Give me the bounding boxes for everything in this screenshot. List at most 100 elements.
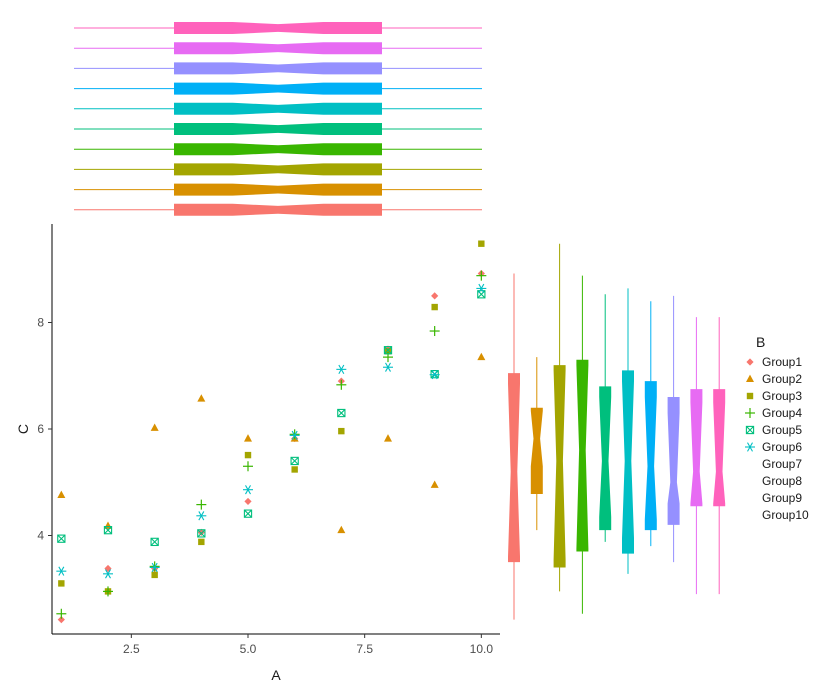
right-box-group3 xyxy=(553,243,566,592)
point-group5 xyxy=(337,408,346,418)
box xyxy=(174,22,382,34)
legend-label: Group2 xyxy=(762,372,802,386)
box xyxy=(174,123,382,135)
legend-key xyxy=(745,408,755,418)
point-group6 xyxy=(196,511,207,521)
top-box-group4 xyxy=(74,143,482,156)
point-group6 xyxy=(383,362,393,372)
point-group5 xyxy=(197,529,206,538)
point-group4 xyxy=(56,608,67,619)
legend-item-group6: Group6 xyxy=(745,440,802,454)
point-group2 xyxy=(197,394,206,402)
x-axis-title: A xyxy=(271,667,281,683)
box xyxy=(576,359,589,552)
y-axis-title: C xyxy=(15,424,31,434)
y-axis-ticks: 4 6 8 xyxy=(37,316,52,542)
y-tick-label: 6 xyxy=(37,422,44,436)
point-group1 xyxy=(197,528,205,536)
point-group1 xyxy=(57,616,65,624)
legend: B Group1 Group2 Group3 Group4 Group5 Group6 Gr… xyxy=(745,334,809,522)
point-group6 xyxy=(429,370,440,380)
box xyxy=(174,163,382,176)
point-group6 xyxy=(476,283,487,294)
legend-label: Group10 xyxy=(762,508,809,522)
x-tick-label: 2.5 xyxy=(123,642,140,656)
point-group4 xyxy=(336,379,347,390)
legend-label: Group6 xyxy=(762,440,802,454)
point-group3 xyxy=(478,240,485,247)
point-group3 xyxy=(338,427,345,435)
legend-label: Group4 xyxy=(762,406,802,420)
top-box-group5 xyxy=(74,123,482,135)
legend-label: Group8 xyxy=(762,474,802,488)
right-box-group7 xyxy=(644,301,657,547)
point-group2 xyxy=(430,480,439,488)
point-group3 xyxy=(198,538,205,546)
box xyxy=(174,42,382,55)
y-tick-label: 8 xyxy=(37,316,44,330)
top-box-group6 xyxy=(74,102,482,115)
right-box-group4 xyxy=(576,275,589,614)
point-group6 xyxy=(336,364,347,374)
legend-key xyxy=(746,358,754,366)
box xyxy=(667,397,680,525)
point-group5 xyxy=(150,537,159,547)
point-group2 xyxy=(57,490,66,499)
point-group2 xyxy=(244,434,252,442)
legend-item-group3: Group3 xyxy=(746,389,802,403)
legend-title: B xyxy=(756,334,765,350)
scatter-panel: 2.5 5.0 7.5 10.0 4 6 8 xyxy=(37,224,500,656)
legend-label: Group5 xyxy=(762,423,802,437)
point-group3 xyxy=(431,303,438,311)
right-box-group1 xyxy=(508,273,520,620)
top-box-group10 xyxy=(74,22,482,34)
legend-key xyxy=(746,392,754,400)
point-group3 xyxy=(58,580,65,587)
point-group4 xyxy=(429,326,440,337)
box xyxy=(174,62,382,75)
box xyxy=(644,381,657,531)
right-box-group5 xyxy=(599,294,612,542)
box xyxy=(174,143,382,156)
top-box-group2 xyxy=(74,183,482,196)
y-tick-label: 4 xyxy=(37,528,44,542)
right-box-group10 xyxy=(713,317,726,595)
box xyxy=(174,203,382,216)
box xyxy=(174,82,382,95)
scatter-points xyxy=(56,240,487,624)
legend-item-group8: Group8 xyxy=(762,474,802,488)
point-group4 xyxy=(243,461,253,472)
right-box-group2 xyxy=(530,357,543,531)
point-group2 xyxy=(477,352,486,361)
point-group5 xyxy=(57,534,66,543)
x-tick-label: 7.5 xyxy=(356,642,373,656)
legend-label: Group7 xyxy=(762,457,802,471)
top-box-group7 xyxy=(74,82,482,95)
box xyxy=(174,102,382,115)
box xyxy=(530,407,543,494)
x-axis-ticks: 2.5 5.0 7.5 10.0 xyxy=(123,634,493,656)
top-box-group9 xyxy=(74,42,482,55)
right-box-group8 xyxy=(667,295,680,563)
point-group1 xyxy=(431,292,439,300)
box xyxy=(713,389,726,507)
legend-label: Group9 xyxy=(762,491,802,505)
legend-key xyxy=(745,442,755,452)
box xyxy=(690,389,703,507)
point-group3 xyxy=(151,571,158,579)
x-tick-label: 5.0 xyxy=(240,642,257,656)
box xyxy=(508,373,520,563)
legend-key xyxy=(745,425,755,435)
point-group4 xyxy=(103,586,113,597)
point-group2 xyxy=(384,434,392,442)
point-group6 xyxy=(289,430,300,441)
point-group3 xyxy=(244,451,252,459)
box xyxy=(553,365,566,568)
legend-item-group2: Group2 xyxy=(746,372,802,386)
right-box-group9 xyxy=(690,317,703,595)
legend-item-group5: Group5 xyxy=(745,423,802,437)
point-group1 xyxy=(244,497,252,506)
top-box-group3 xyxy=(74,163,482,176)
point-group4 xyxy=(476,270,487,281)
